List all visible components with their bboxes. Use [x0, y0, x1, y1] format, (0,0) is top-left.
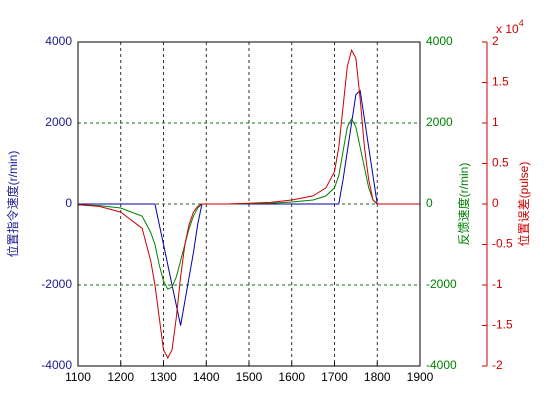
- x-tick-label: 1600: [278, 370, 305, 384]
- y3-tick-label: 0: [492, 196, 499, 210]
- y2-tick-label: 2000: [426, 115, 453, 129]
- y2-tick-label: 4000: [426, 34, 453, 48]
- y-tick-label: 4000: [45, 34, 72, 48]
- y3-tick-label: 1: [492, 115, 499, 129]
- exponent-base: x 10: [496, 22, 519, 36]
- y3-tick-label: 2: [492, 34, 499, 48]
- y3-tick-label: -1.5: [492, 318, 513, 332]
- line-series: [77, 48, 420, 359]
- x-tick-label: 1700: [321, 370, 348, 384]
- y-tick-label: -4000: [41, 358, 72, 372]
- y2-tick-label: -2000: [426, 277, 457, 291]
- x-tick-label: 1300: [150, 370, 177, 384]
- y-axis-label: 位置指令速度(r/min): [5, 151, 20, 258]
- y3-tick-label: -2: [492, 358, 503, 372]
- y3-tick-label: 0.5: [492, 156, 509, 170]
- y3-axis-label: 位置误差(pulse): [516, 162, 531, 247]
- y2-tick-label: 0: [426, 196, 433, 210]
- x-tick-label: 1200: [107, 370, 134, 384]
- x-tick-label: 1400: [193, 370, 220, 384]
- plot-frame: [77, 41, 421, 367]
- x-tick-label: 1100: [65, 370, 91, 384]
- x-tick-label: 1500: [236, 370, 263, 384]
- exponent-power: 4: [519, 18, 524, 28]
- y3-tick-label: -1: [492, 277, 503, 291]
- y3-exponent: x 104: [496, 18, 524, 36]
- x-tick-label: 1800: [364, 370, 391, 384]
- y3-tick-label: 1.5: [492, 75, 509, 89]
- y-tick-label: -2000: [41, 277, 72, 291]
- x-tick-label: 1900: [407, 370, 434, 384]
- y-tick-label: 0: [65, 196, 72, 210]
- y2-axis-label: 反馈速度(r/min): [456, 163, 471, 246]
- y2-tick-label: -4000: [426, 358, 457, 372]
- y3-tick-label: -0.5: [492, 237, 513, 251]
- y-tick-label: 2000: [45, 115, 72, 129]
